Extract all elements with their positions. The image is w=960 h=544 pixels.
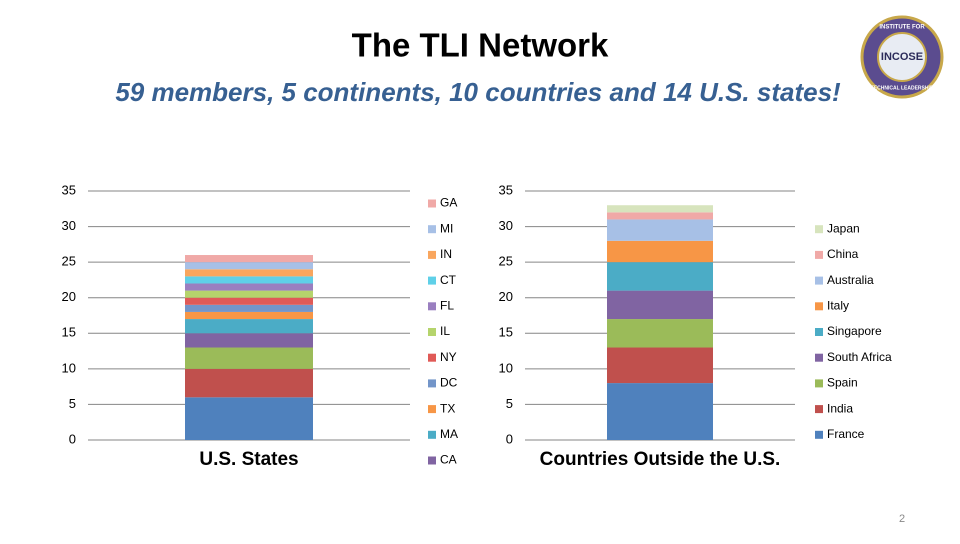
legend-swatch [815,328,823,336]
y-tick-label: 30 [499,218,513,233]
legend-swatch [428,276,436,285]
bar-segment [607,319,713,348]
y-tick-label: 15 [499,325,513,340]
slide-title: The TLI Network [352,27,609,64]
y-tick-label: 0 [506,431,513,446]
legend-label: CT [440,273,457,287]
legend-label: China [827,247,859,261]
y-tick-label: 10 [62,360,76,375]
bar-segment [607,240,713,263]
logo-name: INCOSE [881,51,923,63]
legend-swatch [815,276,823,285]
x-tick-label: U.S. States [199,449,298,470]
legend-label: NY [440,350,457,364]
legend-label: FL [440,298,454,312]
bar-segment [185,319,313,334]
legend-swatch [428,302,436,311]
legend-swatch [428,353,436,362]
logo-center [877,32,927,82]
legend-swatch [428,405,436,414]
logo-arc-bottom: TECHNICAL LEADERSHIP [871,85,934,91]
bar-segment [185,276,313,284]
legend-label: Japan [827,221,860,235]
legend-label: South Africa [827,350,892,364]
legend-swatch [428,250,436,259]
bar-segment [185,397,313,440]
y-tick-label: 5 [506,396,513,411]
x-tick-label: Countries Outside the U.S. [540,449,781,470]
legend-label: Australia [827,273,874,287]
bar-segment [607,262,713,291]
legend-label: India [827,401,853,415]
y-tick-label: 25 [62,254,76,269]
bar-segment [185,297,313,305]
bar-segment [607,205,713,213]
bar-segment [185,269,313,277]
y-tick-label: 15 [62,325,76,340]
bar-segment [185,333,313,348]
legend-label: Italy [827,298,849,312]
bar-segment [607,212,713,220]
legend-swatch [815,405,823,414]
bar-segment [607,219,713,241]
page-number: 2 [899,513,905,525]
legend-label: IN [440,247,452,261]
legend-label: GA [440,196,457,210]
y-tick-label: 0 [69,431,76,446]
bar-segment [185,347,313,369]
bar-segment [607,383,713,440]
legend-label: Spain [827,376,858,390]
bar-segment [185,304,313,312]
legend-label: MA [440,427,458,441]
legend-label: TX [440,401,455,415]
slide-subtitle: 59 members, 5 continents, 10 countries a… [115,77,841,107]
legend-swatch [815,430,823,439]
legend-swatch [428,456,436,465]
legend-swatch [428,430,436,439]
bar-segment [185,262,313,270]
y-tick-label: 25 [499,254,513,269]
bar-segment [185,290,313,298]
legend-swatch [428,379,436,388]
legend-label: CA [440,453,457,467]
legend-swatch [428,225,436,234]
y-tick-label: 5 [69,396,76,411]
y-tick-label: 10 [499,360,513,375]
bar-segment [185,368,313,398]
y-tick-label: 20 [499,289,513,304]
y-tick-label: 20 [62,289,76,304]
y-tick-label: 35 [62,182,76,197]
legend-label: France [827,427,865,441]
legend-label: DC [440,376,458,390]
bar-segment [185,255,313,263]
legend-label: IL [440,324,450,338]
legend-swatch [428,328,436,336]
legend-swatch [428,199,436,208]
legend-label: Singapore [827,324,882,338]
legend-label: MI [440,221,453,235]
legend-swatch [815,353,823,362]
logo-arc-top: INSTITUTE FOR [879,25,925,31]
legend-swatch [815,250,823,259]
legend-swatch [815,302,823,311]
bar-segment [607,347,713,384]
y-tick-label: 30 [62,218,76,233]
y-tick-label: 35 [499,182,513,197]
legend-swatch [815,225,823,234]
legend-swatch [815,379,823,388]
bar-segment [607,290,713,320]
logo: INCOSE INSTITUTE FOR TECHNICAL LEADERSHI… [860,15,944,99]
bar-segment [185,283,313,291]
bar-segment [185,311,313,320]
